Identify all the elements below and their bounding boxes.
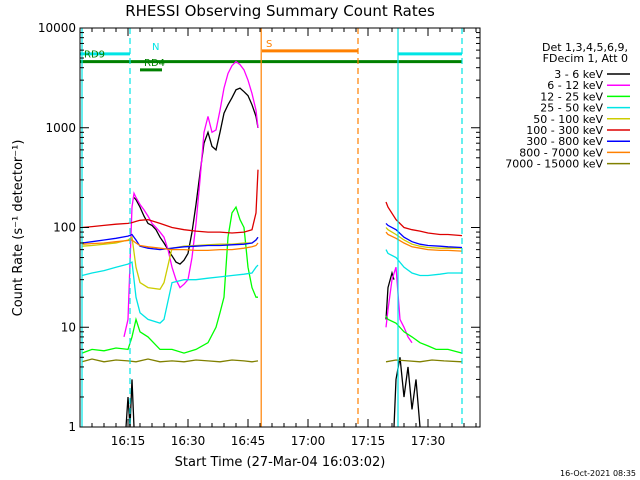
y-tick-label: 10000: [38, 21, 76, 35]
series-line-300-800-kev-1: [385, 222, 463, 249]
flag-label-n: N: [152, 42, 159, 53]
series-line-800-7000-kev-0: [81, 239, 259, 252]
footer-date: 16-Oct-2021 08:35: [560, 469, 636, 478]
flag-label-rd9: RD9: [84, 50, 105, 61]
series-line-25-50-kev-0: [81, 261, 259, 324]
legend-label-12-25-kev: 12 - 25 keV: [540, 90, 603, 103]
series-layer: [81, 60, 463, 428]
series-line-100-300-kev-1: [385, 201, 463, 237]
series-line-6-12-kev-0: [123, 60, 259, 338]
series-line-3-6-kev-3: [393, 357, 421, 428]
x-axis: 16:15 16:30 16:45 17:00 17:15 17:30: [91, 28, 477, 448]
x-axis-title: Start Time (27-Mar-04 16:03:02): [175, 455, 386, 470]
legend-label-25-50-kev: 25 - 50 keV: [540, 102, 603, 115]
series-line-800-7000-kev-1: [385, 231, 463, 252]
legend-label-6-12-kev: 6 - 12 keV: [547, 79, 603, 92]
series-line-50-100-kev-1: [385, 227, 462, 249]
legend-label-3-6-kev: 3 - 6 keV: [554, 68, 603, 81]
x-tick-label: 17:30: [411, 434, 446, 448]
flag-label-s: S: [266, 39, 272, 50]
legend-label-300-800-kev: 300 - 800 keV: [526, 135, 603, 148]
series-line-7000-15000-kev-1: [385, 359, 463, 363]
flag-label-rd4: RD4: [144, 58, 165, 69]
x-tick-label: 16:45: [231, 434, 266, 448]
y-tick-label: 10: [61, 320, 76, 334]
legend: Det 1,3,4,5,6,9,FDecim 1, Att 0 3 - 6 keV…: [505, 41, 630, 171]
y-axis: 1 10 100 1000 10000: [38, 21, 480, 434]
y-tick-label: 100: [53, 221, 76, 235]
series-line-100-300-kev-0: [81, 169, 259, 234]
legend-header-line: FDecim 1, Att 0: [543, 52, 628, 65]
chart-title: RHESSI Observing Summary Count Rates: [125, 2, 435, 20]
legend-label-7000-15000-kev: 7000 - 15000 keV: [505, 158, 603, 171]
y-tick-label: 1: [68, 420, 76, 434]
plot-frame: [79, 27, 481, 428]
x-tick-label: 17:15: [351, 434, 386, 448]
legend-label-100-300-kev: 100 - 300 keV: [526, 124, 603, 137]
series-line-25-50-kev-1: [385, 249, 462, 277]
series-line-12-25-kev-0: [81, 205, 258, 354]
x-tick-label: 16:15: [111, 434, 146, 448]
legend-header-line: Det 1,3,4,5,6,9,: [542, 41, 628, 54]
legend-label-800-7000-kev: 800 - 7000 keV: [519, 146, 603, 159]
flags-layer: N RD9 RD4 S: [80, 39, 462, 72]
legend-label-50-100-kev: 50 - 100 keV: [533, 113, 603, 126]
series-line-12-25-kev-1: [385, 315, 463, 354]
series-line-50-100-kev-0: [81, 236, 259, 291]
y-axis-title: Count Rate (s⁻¹ detector⁻¹): [11, 140, 26, 317]
series-line-3-6-kev-1: [133, 87, 259, 265]
series-line-7000-15000-kev-0: [81, 358, 259, 363]
y-tick-label: 1000: [45, 121, 76, 135]
x-tick-label: 16:30: [171, 434, 206, 448]
x-tick-label: 17:00: [291, 434, 326, 448]
